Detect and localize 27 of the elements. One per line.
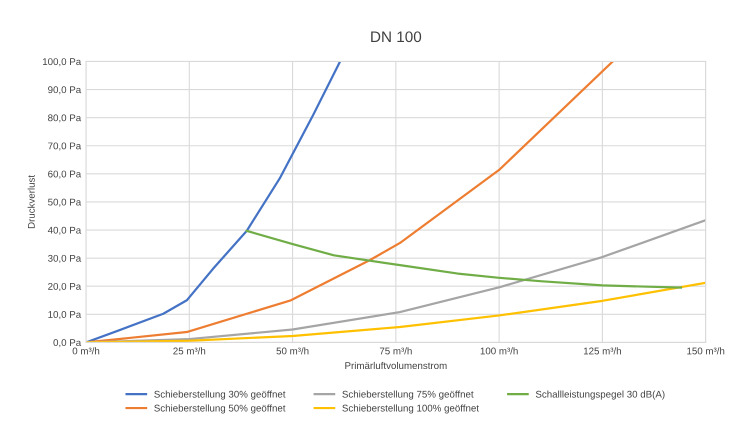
y-tick-label: 20,0 Pa — [48, 282, 82, 291]
legend-label: Schieberstellung 75% geöffnet — [342, 390, 474, 400]
y-tick-label: 30,0 Pa — [48, 254, 82, 263]
y-tick-label: 60,0 Pa — [48, 170, 82, 179]
x-tick-label: 100 m³/h — [480, 347, 518, 354]
x-tick-label: 150 m³/h — [687, 347, 724, 354]
y-tick-label: 40,0 Pa — [48, 226, 82, 235]
x-tick-label: 0 m³/h — [72, 347, 100, 354]
chart-title: DN 100 — [371, 31, 422, 42]
y-tick-label: 50,0 Pa — [48, 198, 82, 207]
legend-label: Schieberstellung 30% geöffnet — [154, 390, 286, 400]
y-tick-label: 10,0 Pa — [48, 311, 82, 320]
y-tick-label: 0,0 Pa — [53, 339, 82, 348]
y-tick-label: 90,0 Pa — [48, 86, 82, 94]
x-axis-title: Primärluftvolumenstrom — [345, 362, 447, 370]
y-tick-label: 80,0 Pa — [48, 114, 82, 122]
legend-label: Schieberstellung 50% geöffnet — [154, 404, 286, 414]
line-series — [246, 230, 682, 289]
legend-label: Schieberstellung 100% geöffnet — [342, 404, 479, 414]
x-tick-label: 125 m³/h — [584, 347, 621, 354]
y-tick-label: 70,0 Pa — [48, 142, 82, 151]
x-tick-label: 50 m³/h — [276, 347, 308, 354]
y-axis-title: Druckverlust — [28, 175, 35, 228]
x-tick-label: 75 m³/h — [380, 347, 412, 354]
legend-label: Schallleistungspegel 30 dB(A) — [536, 390, 665, 400]
y-tick-label: 100,0 Pa — [42, 58, 82, 66]
x-tick-label: 25 m³/h — [173, 347, 206, 354]
